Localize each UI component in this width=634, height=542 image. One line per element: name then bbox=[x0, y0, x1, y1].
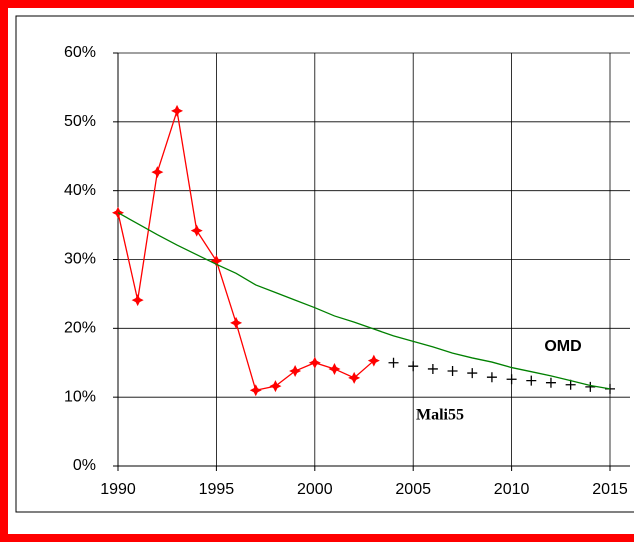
y-tick-label: 0% bbox=[73, 457, 96, 474]
point bbox=[230, 316, 243, 329]
series-line bbox=[117, 212, 611, 390]
point bbox=[545, 377, 556, 388]
x-tick-label: 2015 bbox=[592, 481, 628, 498]
point bbox=[269, 380, 282, 393]
x-tick-label: 1995 bbox=[199, 481, 235, 498]
point bbox=[427, 363, 438, 374]
point bbox=[171, 104, 184, 117]
point bbox=[367, 354, 380, 367]
point bbox=[131, 294, 144, 307]
y-tick-label: 40% bbox=[64, 182, 96, 199]
point bbox=[467, 368, 478, 379]
point bbox=[190, 224, 203, 237]
y-tick-label: 30% bbox=[64, 251, 96, 268]
x-tick-label: 2010 bbox=[494, 481, 530, 498]
y-tick-label: 50% bbox=[64, 113, 96, 130]
point bbox=[447, 366, 458, 377]
point bbox=[289, 365, 302, 378]
x-tick-label: 2005 bbox=[395, 481, 431, 498]
point bbox=[308, 356, 321, 369]
point bbox=[565, 379, 576, 390]
point bbox=[408, 361, 419, 372]
y-tick-label: 20% bbox=[64, 320, 96, 337]
point bbox=[506, 374, 517, 385]
series-label: Mali55 bbox=[416, 407, 464, 424]
series-label: OMD bbox=[544, 338, 581, 355]
point bbox=[328, 362, 341, 375]
point bbox=[210, 254, 223, 267]
x-tick-label: 1990 bbox=[100, 481, 136, 498]
point bbox=[585, 381, 596, 392]
y-tick-label: 10% bbox=[64, 388, 96, 405]
point bbox=[486, 372, 497, 383]
x-tick-label: 2000 bbox=[297, 481, 333, 498]
plot-border bbox=[15, 15, 634, 513]
point bbox=[348, 371, 361, 384]
point bbox=[526, 375, 537, 386]
y-tick-label: 60% bbox=[64, 44, 96, 61]
point bbox=[249, 384, 262, 397]
point bbox=[151, 166, 164, 179]
point bbox=[388, 357, 399, 368]
